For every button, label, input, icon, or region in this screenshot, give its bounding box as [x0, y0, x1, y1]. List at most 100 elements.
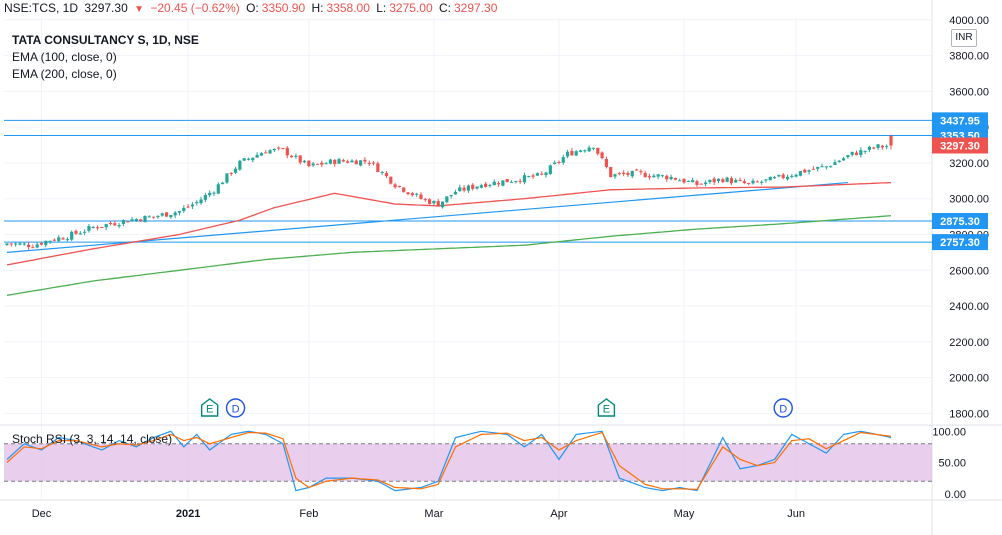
- candle-body: [699, 183, 703, 185]
- candle-body: [367, 162, 371, 164]
- candle-body: [475, 186, 479, 189]
- candle-body: [410, 193, 414, 196]
- last-price: 3297.30: [84, 1, 128, 15]
- stoch-band: [4, 443, 932, 482]
- time-tick-label: 2021: [176, 508, 200, 520]
- candle-body: [281, 148, 285, 150]
- candle-body: [591, 147, 596, 149]
- candle-body: [406, 192, 410, 195]
- candle-body: [647, 176, 652, 178]
- candle-body: [643, 173, 647, 178]
- candle-body: [130, 219, 134, 222]
- candle-body: [850, 151, 854, 155]
- price-tick-label: 4000.00: [949, 15, 989, 27]
- candle-body: [673, 177, 677, 180]
- stoch-k-line: [6, 430, 892, 492]
- candle-body: [578, 150, 583, 152]
- chart-title: TATA CONSULTANCY S, 1D, NSE: [12, 33, 199, 47]
- price-tick-label: 3200.00: [949, 158, 989, 170]
- close-value: 3297.30: [453, 1, 498, 15]
- candle-body: [820, 166, 824, 168]
- candle-body: [841, 158, 846, 161]
- candle-body: [216, 184, 220, 194]
- open-value: 3350.90: [261, 1, 306, 15]
- candle-body: [95, 227, 100, 229]
- candle-body: [527, 176, 531, 178]
- candle-body: [190, 204, 195, 207]
- ema200-legend[interactable]: EMA (200, close, 0): [12, 67, 117, 81]
- candle-body: [833, 162, 837, 166]
- candle-body: [829, 166, 833, 168]
- candle-body: [514, 181, 518, 183]
- candle-body: [302, 160, 307, 163]
- candle-body: [225, 173, 229, 183]
- price-tick-label: 1800.00: [949, 408, 989, 420]
- candle-body: [212, 192, 216, 194]
- candle-body: [139, 219, 143, 222]
- candle-body: [484, 183, 488, 187]
- candle-body: [691, 180, 695, 183]
- candle-body: [337, 159, 341, 164]
- candle-body: [535, 173, 539, 176]
- currency-badge[interactable]: INR: [951, 29, 977, 47]
- ohlc-header: NSE:TCS, 1D 3297.30 ▼ −20.45 (−0.62%) O:…: [4, 1, 500, 15]
- candle-body: [65, 239, 69, 241]
- candle-body: [61, 238, 65, 240]
- symbol-label[interactable]: NSE:TCS, 1D: [4, 1, 79, 15]
- price-tick-label: 2200.00: [949, 337, 989, 349]
- candle-body: [134, 219, 138, 221]
- candle-body: [505, 178, 509, 183]
- candle-body: [44, 240, 48, 246]
- candle-body: [867, 146, 872, 150]
- level-price-badge: 2875.30: [932, 212, 988, 229]
- candle-body: [660, 175, 665, 177]
- candle-body: [453, 191, 458, 195]
- candle-body: [393, 184, 397, 188]
- candle-body: [104, 224, 108, 228]
- candle-body: [186, 206, 190, 208]
- candle-body: [837, 160, 841, 163]
- candle-body: [324, 163, 328, 165]
- candle-body: [87, 226, 91, 231]
- candle-body: [22, 243, 26, 245]
- stoch-d-line: [6, 431, 892, 491]
- candle-body: [169, 215, 173, 218]
- candle-body: [113, 223, 117, 226]
- candle-body: [70, 231, 74, 240]
- candle-body: [794, 174, 798, 177]
- candle-body: [156, 215, 160, 217]
- candle-body: [255, 154, 259, 158]
- candle-body: [548, 165, 552, 175]
- candle-body: [626, 172, 630, 175]
- candle-body: [333, 159, 337, 165]
- candle-body: [117, 225, 121, 227]
- candle-body: [885, 146, 889, 148]
- candle-body: [669, 176, 673, 180]
- candle-body: [199, 199, 203, 204]
- time-tick-label: Mar: [424, 508, 443, 520]
- candle-body: [811, 168, 815, 170]
- candle-body: [126, 221, 130, 223]
- candle-body: [596, 147, 600, 154]
- candle-body: [285, 147, 289, 156]
- candle-body: [466, 185, 471, 191]
- candle-body: [798, 171, 803, 176]
- price-tick-label: 3800.00: [949, 51, 989, 63]
- current-price-badge: 3297.30: [932, 137, 988, 154]
- current-price-text: 3297.30: [940, 141, 980, 153]
- ema100-legend[interactable]: EMA (100, close, 0): [12, 50, 117, 64]
- candle-body: [449, 195, 453, 197]
- price-tick-label: 2000.00: [949, 373, 989, 385]
- stoch-rsi-legend[interactable]: Stoch RSI (3, 3, 14, 14, close): [12, 432, 173, 446]
- candle-body: [182, 207, 186, 212]
- candle-body: [738, 179, 742, 181]
- candle-body: [708, 179, 712, 182]
- candle-body: [402, 187, 406, 192]
- candle-body: [52, 239, 57, 241]
- candle-body: [376, 163, 380, 172]
- candle-body: [695, 181, 699, 185]
- candle-body: [785, 176, 790, 180]
- candle-body: [656, 174, 660, 177]
- candle-body: [531, 175, 535, 177]
